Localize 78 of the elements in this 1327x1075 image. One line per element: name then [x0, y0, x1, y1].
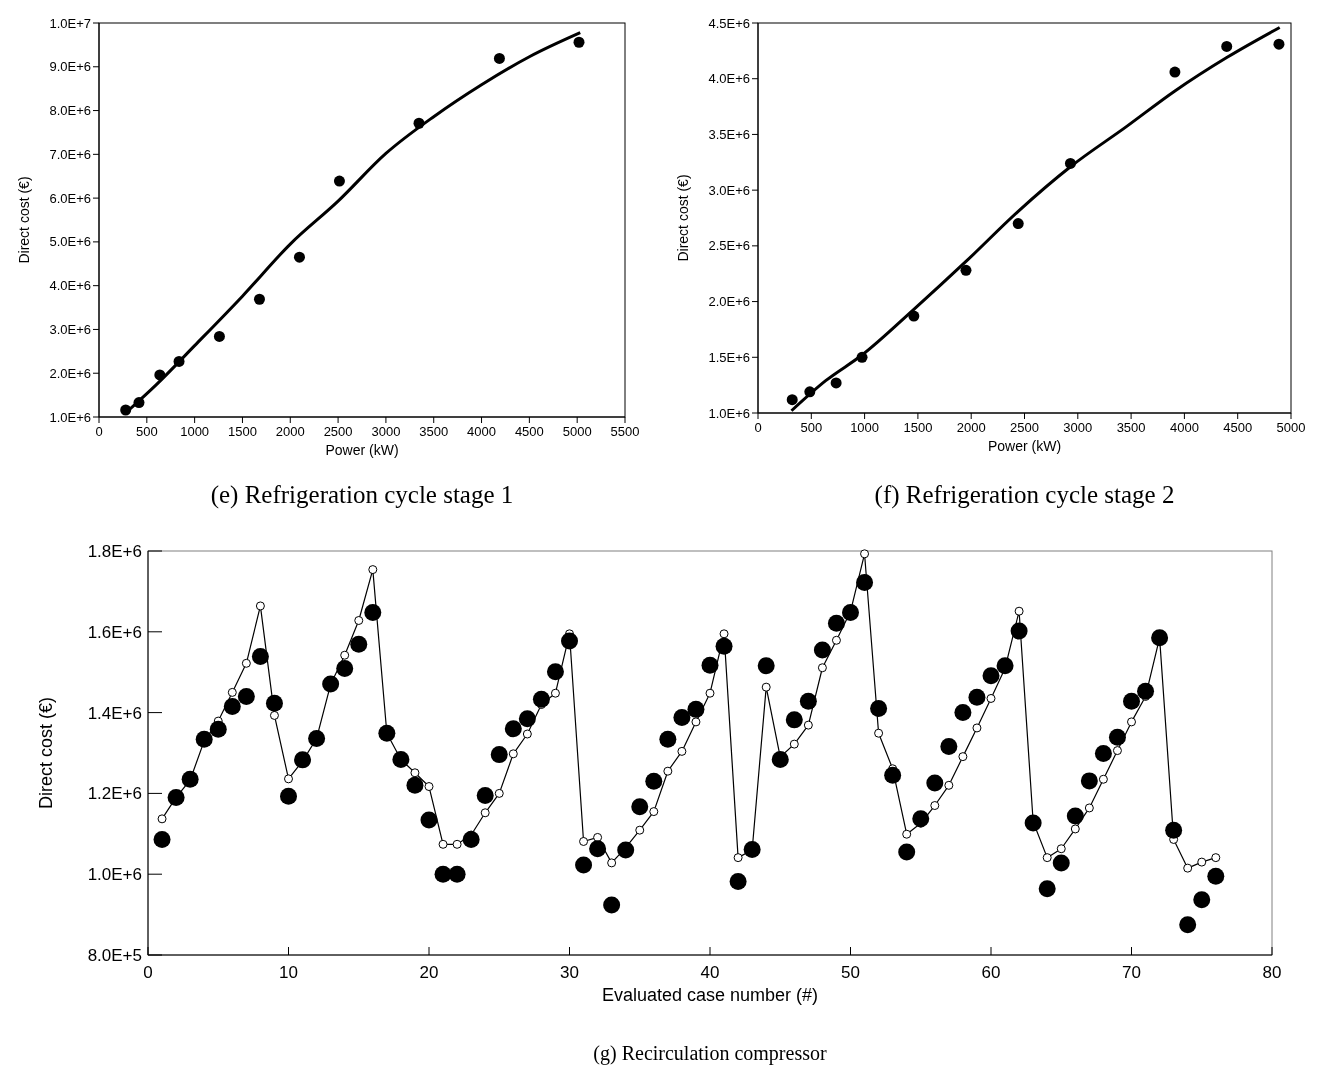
- x-tick-label: 3000: [371, 424, 401, 439]
- y-tick-label: 1.0E+6: [49, 409, 91, 425]
- x-tick-label: 5000: [1276, 420, 1306, 435]
- x-tick-label: 3500: [1116, 420, 1146, 435]
- y-tick-label: 6.0E+6: [49, 190, 91, 206]
- x-tick-label: 500: [135, 424, 158, 439]
- x-tick-label: 1000: [180, 424, 210, 439]
- y-tick-label: 1.0E+6: [708, 405, 750, 421]
- y-tick-label: 1.4E+6: [87, 703, 142, 723]
- y-tick-label: 1.0E+7: [49, 15, 91, 31]
- x-axis-title: Evaluated case number (#): [601, 985, 819, 1005]
- x-axis-title: Power (kW): [987, 438, 1062, 454]
- x-tick-label: 4500: [1223, 420, 1253, 435]
- x-tick-label: 1500: [227, 424, 257, 439]
- x-tick-label: 3500: [419, 424, 449, 439]
- x-tick-label: 50: [841, 963, 860, 982]
- x-tick-label: 4500: [514, 424, 544, 439]
- y-tick-label: 1.2E+6: [87, 784, 142, 804]
- y-tick-label: 3.5E+6: [708, 126, 750, 142]
- x-tick-label: 70: [1122, 963, 1141, 982]
- y-tick-label: 1.6E+6: [87, 622, 142, 642]
- y-tick-label: 4.0E+6: [49, 278, 91, 294]
- x-tick-label: 2500: [323, 424, 353, 439]
- y-tick-label: 1.8E+6: [87, 541, 142, 561]
- y-axis-title: Direct cost (€): [36, 696, 56, 810]
- x-tick-label: 1000: [850, 420, 880, 435]
- x-tick-label: 40: [700, 963, 720, 982]
- y-axis-title: Direct cost (€): [675, 174, 691, 262]
- x-tick-label: 5500: [610, 424, 640, 439]
- point: [253, 293, 265, 305]
- x-tick-label: 0: [95, 424, 103, 439]
- point: [213, 330, 225, 342]
- x-tick-label: 60: [981, 963, 1001, 982]
- y-tick-label: 2.0E+6: [708, 294, 750, 310]
- text: (g) Recirculation compressor: [593, 1042, 827, 1065]
- y-tick-label: 4.5E+6: [708, 15, 750, 31]
- y-tick-label: 7.0E+6: [49, 146, 91, 162]
- point: [493, 52, 505, 64]
- point: [1273, 38, 1285, 50]
- y-tick-label: 1.0E+6: [87, 865, 142, 885]
- point: [1169, 66, 1181, 78]
- x-tick-label: 2000: [275, 424, 305, 439]
- point: [293, 251, 305, 263]
- x-tick-label: 3000: [1063, 420, 1093, 435]
- x-tick-label: 5000: [562, 424, 592, 439]
- x-tick-label: 0: [754, 420, 762, 435]
- x-tick-label: 4000: [1169, 420, 1199, 435]
- x-tick-label: 10: [279, 963, 298, 982]
- x-axis-title: Power (kW): [325, 442, 399, 458]
- y-tick-label: 9.0E+6: [49, 59, 91, 75]
- point: [1012, 218, 1024, 230]
- text: (e) Refrigeration cycle stage 1: [210, 481, 514, 509]
- y-tick-label: 2.5E+6: [708, 238, 750, 254]
- x-tick-label: 30: [560, 963, 579, 982]
- y-tick-label: 3.0E+6: [49, 321, 91, 337]
- x-tick-label: 1500: [903, 420, 933, 435]
- x-tick-label: 0: [143, 963, 153, 982]
- y-tick-label: 4.0E+6: [708, 71, 750, 87]
- y-axis-title: Direct cost (€): [16, 176, 32, 264]
- point: [830, 377, 842, 389]
- y-tick-label: 5.0E+6: [49, 234, 91, 250]
- point: [333, 175, 345, 187]
- y-tick-label: 1.5E+6: [708, 349, 750, 365]
- y-tick-label: 8.0E+5: [87, 945, 142, 965]
- point: [960, 264, 972, 276]
- x-tick-label: 2500: [1010, 420, 1039, 435]
- y-tick-label: 3.0E+6: [708, 182, 750, 198]
- point: [786, 394, 798, 406]
- x-tick-label: 80: [1262, 963, 1282, 982]
- x-tick-label: 2000: [956, 420, 986, 435]
- point: [1221, 40, 1233, 52]
- point: [573, 36, 585, 48]
- x-tick-label: 20: [419, 963, 439, 982]
- y-tick-label: 8.0E+6: [49, 103, 91, 119]
- text: (f) Refrigeration cycle stage 2: [874, 481, 1175, 509]
- x-tick-label: 4000: [467, 424, 497, 439]
- y-tick-label: 2.0E+6: [49, 365, 91, 381]
- x-tick-label: 500: [800, 420, 823, 435]
